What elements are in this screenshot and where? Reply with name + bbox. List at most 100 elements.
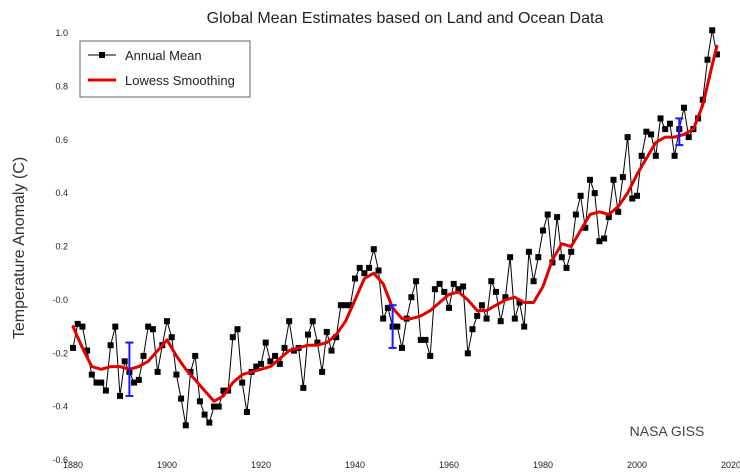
annual-mean-point bbox=[624, 134, 631, 141]
annual-mean-point bbox=[154, 368, 161, 375]
annual-mean-point bbox=[648, 131, 655, 138]
annual-mean-point bbox=[657, 115, 664, 122]
annual-mean-point bbox=[117, 392, 123, 399]
x-tick-label: 2020 bbox=[721, 460, 740, 470]
annual-mean-point bbox=[507, 254, 514, 261]
annual-mean-point bbox=[525, 248, 532, 255]
legend-annual-marker bbox=[99, 52, 105, 58]
annual-mean-point bbox=[220, 387, 227, 394]
annual-mean-point bbox=[70, 344, 76, 351]
annual-mean-point bbox=[469, 326, 476, 333]
annual-mean-point bbox=[511, 315, 518, 322]
annual-mean-point bbox=[709, 27, 716, 34]
x-tick-labels: 1880 1900 1920 1940 1960 1980 2000 2020 bbox=[63, 460, 740, 470]
annual-mean-point bbox=[211, 403, 217, 410]
x-tick-label: 1940 bbox=[345, 460, 365, 470]
annual-mean-point bbox=[516, 299, 523, 306]
y-tick-label: 0.4 bbox=[55, 188, 68, 198]
annual-mean-point bbox=[314, 339, 321, 346]
y-tick-label: -0.0 bbox=[52, 295, 68, 305]
annual-mean-point bbox=[638, 152, 645, 159]
annual-mean-point bbox=[427, 352, 434, 359]
annual-mean-point bbox=[582, 224, 589, 231]
annual-mean-point bbox=[558, 254, 565, 261]
annual-mean-point bbox=[554, 214, 561, 221]
annual-mean-point bbox=[662, 126, 669, 133]
annual-mean-point bbox=[328, 347, 335, 354]
annual-mean-point bbox=[356, 264, 363, 271]
annual-mean-point bbox=[596, 238, 603, 245]
annual-mean-point bbox=[342, 302, 349, 309]
y-tick-label: 0.8 bbox=[55, 81, 68, 91]
legend-box bbox=[79, 40, 251, 98]
annual-mean-point bbox=[300, 384, 307, 391]
annual-mean-point bbox=[375, 267, 382, 274]
annual-mean-point bbox=[413, 278, 420, 285]
annual-mean-point bbox=[615, 208, 622, 215]
annual-mean-point bbox=[544, 211, 551, 218]
annual-mean-point bbox=[79, 323, 86, 330]
annual-mean-point bbox=[460, 283, 467, 290]
annual-mean-point bbox=[319, 368, 326, 375]
annual-mean-point bbox=[88, 371, 95, 378]
annual-mean-point bbox=[572, 211, 579, 218]
annual-mean-point bbox=[530, 278, 537, 285]
annual-mean-point bbox=[74, 320, 81, 327]
annual-mean-point bbox=[333, 334, 340, 341]
x-tick-label: 2000 bbox=[627, 460, 647, 470]
annual-mean-point bbox=[587, 176, 593, 183]
series-layer bbox=[70, 27, 720, 429]
annual-mean-point bbox=[681, 104, 687, 111]
y-tick-labels: 1.0 0.8 0.6 0.4 0.2 -0.0 -0.2 -0.4 -0.6 bbox=[52, 28, 68, 465]
y-tick-label: -0.2 bbox=[52, 348, 68, 358]
annual-mean-point bbox=[229, 334, 236, 341]
lowess-smoothing-line bbox=[71, 44, 719, 403]
y-tick-label: 1.0 bbox=[55, 28, 68, 38]
x-tick-label: 1920 bbox=[251, 460, 271, 470]
legend: Annual Mean Lowess Smoothing bbox=[79, 40, 251, 98]
annual-mean-point bbox=[436, 280, 443, 287]
annual-mean-point bbox=[666, 120, 673, 127]
annual-mean-point bbox=[215, 403, 222, 410]
annual-mean-point bbox=[149, 326, 156, 333]
annual-mean-point bbox=[619, 174, 626, 181]
annual-mean-point bbox=[464, 350, 471, 357]
y-axis-label: Temperature Anomaly (C) bbox=[11, 157, 28, 339]
annual-mean-point bbox=[323, 328, 330, 335]
annual-mean-point bbox=[140, 352, 147, 359]
uncertainty-bar bbox=[675, 117, 684, 147]
annual-mean-point bbox=[568, 248, 575, 255]
annual-mean-point bbox=[206, 419, 213, 426]
annual-mean-point bbox=[98, 379, 105, 386]
annual-mean-point bbox=[535, 254, 542, 261]
annual-mean-point bbox=[267, 358, 274, 365]
annual-mean-point bbox=[591, 190, 598, 197]
annual-mean-point bbox=[685, 134, 692, 141]
annual-mean-point bbox=[173, 371, 180, 378]
annual-mean-point bbox=[262, 339, 269, 346]
annual-mean-point bbox=[309, 318, 316, 325]
annual-mean-point bbox=[540, 227, 546, 234]
annual-mean-point bbox=[431, 286, 438, 293]
credit-label: NASA GISS bbox=[630, 423, 705, 439]
annual-mean-point bbox=[286, 318, 293, 325]
annual-mean-point bbox=[361, 270, 368, 277]
annual-mean-point bbox=[337, 302, 344, 309]
annual-mean-point bbox=[493, 288, 499, 295]
annual-mean-point bbox=[192, 352, 199, 359]
annual-mean-point bbox=[131, 379, 138, 386]
annual-mean-point bbox=[276, 360, 283, 367]
annual-mean-point bbox=[474, 312, 481, 319]
x-tick-label: 1880 bbox=[63, 460, 83, 470]
annual-mean-point bbox=[634, 192, 640, 199]
annual-mean-point bbox=[563, 264, 570, 271]
annual-mean-point bbox=[713, 51, 720, 58]
annual-mean-point bbox=[643, 128, 650, 135]
annual-mean-point bbox=[112, 323, 119, 330]
annual-mean-point bbox=[629, 195, 636, 202]
annual-mean-point bbox=[168, 334, 175, 341]
annual-mean-point bbox=[258, 360, 264, 367]
annual-mean-point bbox=[380, 315, 387, 322]
annual-mean-point bbox=[281, 344, 288, 351]
